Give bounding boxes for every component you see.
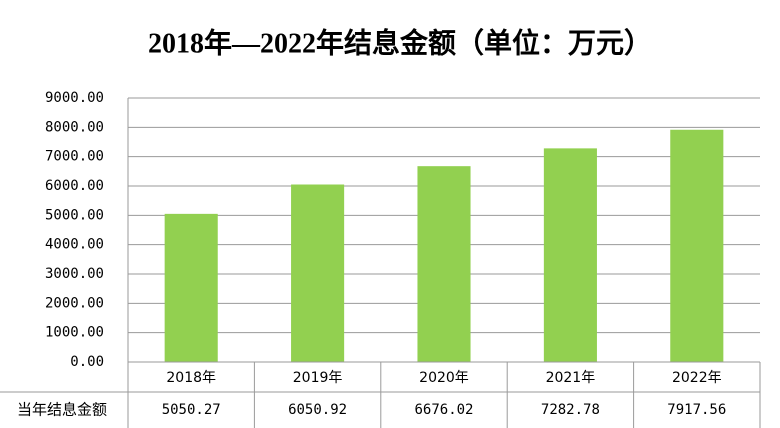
series-name: 当年结息金额 xyxy=(17,401,107,419)
chart-title: 2018年—2022年结息金额（单位：万元） xyxy=(148,26,652,59)
y-tick-label: 6000.00 xyxy=(45,178,104,194)
bar xyxy=(164,213,218,362)
y-tick-label: 1000.00 xyxy=(45,325,104,341)
y-tick-label: 3000.00 xyxy=(45,266,104,282)
x-tick-label: 2020年 xyxy=(419,370,469,386)
bar xyxy=(417,166,471,362)
y-tick-label: 9000.00 xyxy=(45,90,104,106)
x-tick-label: 2019年 xyxy=(293,370,343,386)
x-tick-label: 2018年 xyxy=(166,370,216,386)
y-tick-label: 8000.00 xyxy=(45,119,104,135)
table-value: 5050.27 xyxy=(162,402,221,418)
bar xyxy=(291,184,345,362)
y-tick-label: 0.00 xyxy=(70,354,104,370)
x-tick-label: 2022年 xyxy=(672,370,722,386)
table-value: 7917.56 xyxy=(667,402,726,418)
y-tick-label: 5000.00 xyxy=(45,207,104,223)
table-value: 7282.78 xyxy=(541,402,600,418)
table-value: 6050.92 xyxy=(288,402,347,418)
y-tick-label: 2000.00 xyxy=(45,295,104,311)
table-value: 6676.02 xyxy=(414,402,473,418)
bar xyxy=(670,129,724,362)
y-tick-label: 4000.00 xyxy=(45,237,104,253)
bar xyxy=(543,148,597,362)
y-tick-label: 7000.00 xyxy=(45,149,104,165)
x-tick-label: 2021年 xyxy=(546,370,596,386)
